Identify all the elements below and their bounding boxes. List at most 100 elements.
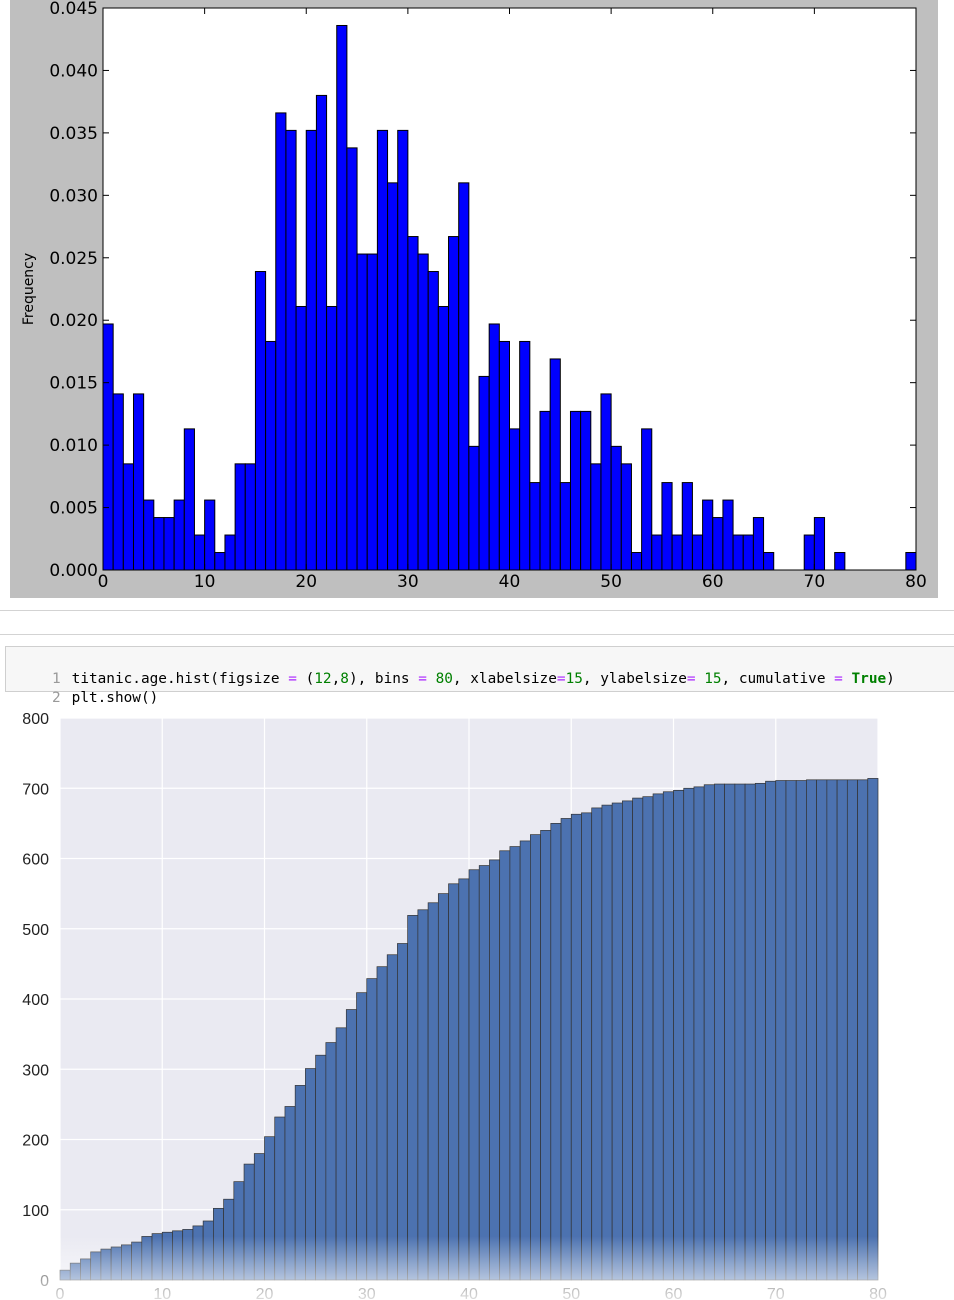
histogram-bar: [295, 305, 307, 571]
histogram-bar: [305, 129, 317, 571]
cumulative-bar: [806, 779, 817, 1281]
cumulative-bar: [540, 830, 552, 1281]
x-tick-label: 20: [256, 1286, 274, 1300]
cumulative-bar: [611, 802, 623, 1281]
histogram-bar: [661, 482, 673, 571]
cumulative-bar: [202, 1220, 214, 1281]
code-token: , xlabelsize: [452, 671, 557, 687]
code-token: plt.show(): [71, 690, 159, 706]
cumulative-bar: [570, 813, 582, 1281]
cumulative-bar: [581, 812, 593, 1281]
y-tick-label: 300: [22, 1062, 49, 1079]
y-axis-label: Frequency: [21, 253, 37, 325]
cumulative-histogram-figure: 0 10 20 30 40 50 60 70 80 0 100 200 300 400 500 600 700 8…: [0, 700, 954, 1300]
code-token: 12: [314, 671, 332, 687]
line-number: 2: [51, 690, 61, 706]
cumulative-bar: [642, 796, 654, 1281]
cumulative-bar: [478, 865, 490, 1281]
cumulative-bar: [836, 779, 848, 1281]
histogram-bar: [905, 552, 917, 571]
cumulative-bar: [161, 1231, 173, 1281]
histogram-bar: [326, 305, 338, 571]
histogram-bar: [173, 499, 185, 571]
y-tick-label: 0.010: [49, 436, 98, 456]
cumulative-bar: [305, 1068, 316, 1281]
cumulative-bar: [683, 787, 695, 1281]
y-tick-label: 0.035: [49, 124, 98, 144]
x-tick-label: 50: [600, 572, 622, 592]
cumulative-bar: [560, 818, 572, 1281]
histogram-bar: [529, 482, 541, 571]
cumulative-bar: [734, 783, 746, 1281]
cumulative-bar: [213, 1207, 224, 1281]
x-tick-label: 70: [804, 572, 826, 592]
cumulative-bar: [816, 779, 828, 1281]
code-token: 80: [435, 671, 453, 687]
histogram-bar: [397, 129, 409, 571]
x-tick-label: 80: [905, 572, 927, 592]
code-token: 8: [340, 671, 349, 687]
histogram-bar: [244, 463, 256, 571]
histogram-bar: [478, 375, 490, 571]
histogram-bar: [651, 534, 663, 571]
cumulative-bar: [335, 1027, 347, 1281]
cumulative-bar: [243, 1163, 255, 1281]
cumulative-bar: [437, 893, 449, 1281]
code-token: , cumulative: [721, 671, 835, 687]
y-tick-label: 0.005: [49, 499, 98, 519]
histogram-bar: [153, 517, 165, 571]
histogram-bar: [600, 393, 612, 571]
cumulative-bar: [458, 878, 470, 1281]
histogram-bar: [376, 129, 389, 571]
histogram-bar: [742, 534, 754, 571]
histogram-bar: [691, 534, 704, 571]
histogram-bar: [285, 129, 297, 571]
cumulative-bar: [662, 791, 674, 1281]
cumulative-bar: [182, 1229, 194, 1281]
histogram-bar: [559, 482, 571, 571]
cumulative-bar: [601, 804, 613, 1281]
code-token: , ylabelsize: [582, 671, 687, 687]
cumulative-bar: [509, 846, 521, 1281]
histogram-bar: [458, 182, 470, 571]
histogram-bar: [346, 147, 358, 571]
histogram-bar: [509, 428, 521, 571]
density-histogram-figure: 0 10 20 30 40 50 60 70 80 0.000 0.005 0.010 0.015 0.0…: [10, 0, 938, 598]
cumulative-bar: [652, 793, 664, 1281]
code-token: [696, 671, 705, 687]
histogram-bar: [163, 517, 175, 571]
cumulative-bar: [192, 1225, 204, 1281]
density-histogram-plot: 0 10 20 30 40 50 60 70 80 0.000 0.005 0.010 0.015 0.0…: [21, 0, 927, 592]
cumulative-bar: [846, 779, 858, 1281]
cumulative-bar: [284, 1106, 296, 1281]
x-tick-label: 30: [358, 1286, 376, 1300]
cumulative-bar: [529, 834, 541, 1281]
histogram-bar: [834, 552, 846, 571]
code-token: (: [296, 671, 315, 687]
histogram-bar: [539, 410, 551, 571]
cumulative-bar: [110, 1246, 122, 1281]
cumulative-bar: [264, 1136, 276, 1281]
histogram-bar: [254, 271, 267, 571]
code-cell-input[interactable]: 1 titanic.age.hist(figsize = (12,8), bins…: [5, 646, 954, 706]
histogram-bar: [356, 253, 368, 571]
cumulative-bar: [90, 1251, 102, 1281]
cumulative-bar: [151, 1233, 163, 1281]
code-token: titanic.age.hist(figsize: [71, 671, 289, 687]
y-tick-label: 0.000: [49, 561, 98, 581]
line-number: 1: [51, 671, 61, 687]
histogram-bar: [143, 499, 155, 571]
cumulative-bar: [448, 883, 460, 1281]
cumulative-bar: [519, 840, 531, 1281]
histogram-bar: [275, 112, 287, 571]
cumulative-bar: [356, 992, 368, 1281]
histogram-bar: [336, 24, 348, 571]
histogram-bar: [112, 393, 124, 571]
histogram-bar: [366, 253, 378, 571]
cumulative-bar: [765, 780, 777, 1281]
x-tick-label: 20: [295, 572, 317, 592]
cumulative-bar: [591, 807, 603, 1281]
cumulative-bar: [172, 1230, 184, 1281]
cumulative-bar: [345, 1009, 357, 1281]
histogram-bar: [387, 182, 399, 571]
